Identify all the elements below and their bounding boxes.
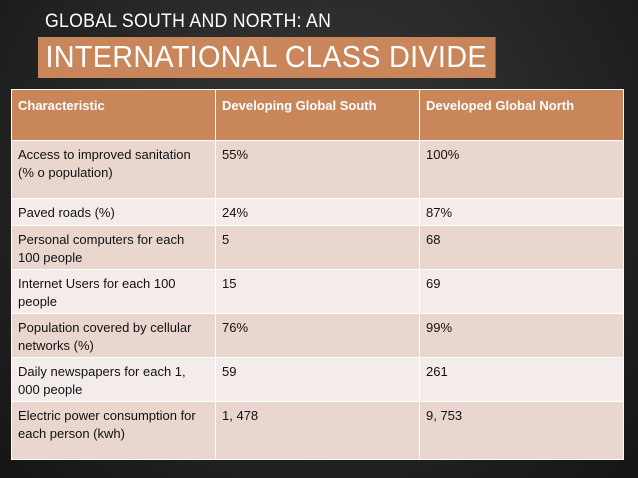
table-row: Personal computers for each 100 people 5…: [11, 225, 624, 270]
cell-global-south: 55%: [215, 140, 420, 199]
table-row: Internet Users for each 100 people 15 69: [11, 269, 624, 314]
cell-global-south: 76%: [215, 313, 420, 358]
cell-global-north: 69: [419, 269, 624, 314]
cell-global-north: 87%: [419, 198, 624, 226]
cell-global-north: 68: [419, 225, 624, 270]
cell-characteristic: Personal computers for each 100 people: [11, 225, 216, 270]
cell-characteristic: Electric power consumption for each pers…: [11, 401, 216, 460]
table-row: Access to improved sanitation (% o popul…: [11, 140, 624, 199]
cell-characteristic: Daily newspapers for each 1, 000 people: [11, 357, 216, 402]
cell-global-north: 9, 753: [419, 401, 624, 460]
header-global-south: Developing Global South: [215, 89, 420, 141]
cell-global-south: 24%: [215, 198, 420, 226]
table-row: Population covered by cellular networks …: [11, 313, 624, 358]
cell-characteristic: Access to improved sanitation (% o popul…: [11, 140, 216, 199]
cell-global-south: 5: [215, 225, 420, 270]
cell-characteristic: Paved roads (%): [11, 198, 216, 226]
table-row: Electric power consumption for each pers…: [11, 401, 624, 460]
table-row: Paved roads (%) 24% 87%: [11, 198, 624, 226]
cell-global-south: 59: [215, 357, 420, 402]
header-global-north: Developed Global North: [419, 89, 624, 141]
slide-title: INTERNATIONAL CLASS DIVIDE: [38, 37, 496, 78]
comparison-table: Characteristic Developing Global South D…: [11, 89, 624, 460]
table-row: Daily newspapers for each 1, 000 people …: [11, 357, 624, 402]
cell-characteristic: Population covered by cellular networks …: [11, 313, 216, 358]
cell-global-north: 100%: [419, 140, 624, 199]
cell-global-north: 99%: [419, 313, 624, 358]
cell-global-south: 1, 478: [215, 401, 420, 460]
cell-global-north: 261: [419, 357, 624, 402]
cell-characteristic: Internet Users for each 100 people: [11, 269, 216, 314]
table-header-row: Characteristic Developing Global South D…: [11, 89, 624, 141]
header-characteristic: Characteristic: [11, 89, 216, 141]
slide-subtitle: GLOBAL SOUTH AND NORTH: AN: [45, 11, 332, 32]
cell-global-south: 15: [215, 269, 420, 314]
